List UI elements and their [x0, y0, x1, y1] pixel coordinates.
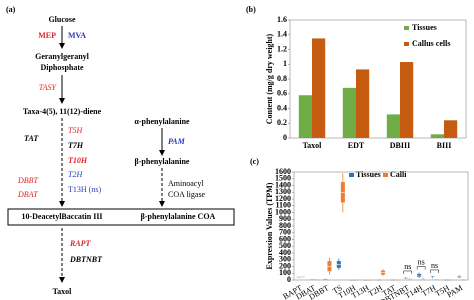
node: Taxol [53, 287, 73, 296]
enzyme: DBTNBT [69, 255, 103, 264]
annotation: ns [418, 257, 425, 266]
x-tick-label: Taxol [303, 141, 323, 150]
y-tick-label: 0 [283, 133, 287, 142]
y-tick-label: 1200 [275, 194, 291, 203]
significance-bracket [416, 266, 426, 270]
x-tick-label: PAM [445, 283, 464, 299]
y-tick-label: 1.6 [277, 15, 287, 24]
enzyme: MVA [68, 31, 86, 40]
y-tick-label: 1000 [275, 207, 291, 216]
enzyme: RAPT [69, 239, 92, 248]
y-axis-label: Expression Values (TPM) [265, 182, 274, 269]
y-tick-label: 1300 [275, 187, 291, 196]
enzyme: PAM [168, 137, 186, 146]
node: β-phenylalanine COA [141, 212, 216, 221]
panel-label: (c) [250, 157, 259, 166]
enzyme: DBAT [17, 190, 38, 199]
significance-bracket [430, 269, 439, 273]
legend-label: Callus cells [412, 39, 450, 48]
y-tick-label: 1100 [275, 201, 291, 210]
node: Diphosphate [40, 63, 84, 72]
x-tick-label: EDT [348, 141, 365, 150]
y-tick-label: 400 [279, 248, 291, 257]
y-tick-label: 0.4 [277, 103, 287, 112]
node: β-phenylalanine [135, 157, 190, 166]
y-tick-label: 300 [279, 255, 291, 264]
enzyme: T10H [68, 156, 88, 165]
panel-label: (b) [246, 5, 256, 14]
bar [444, 120, 458, 138]
legend-swatch [404, 26, 409, 30]
y-tick-label: 1400 [275, 180, 291, 189]
legend-swatch [404, 42, 409, 46]
node-box [7, 208, 235, 226]
node: 10-DeacetylBaccatin III [21, 212, 102, 221]
legend-swatch [383, 173, 388, 177]
enzyme: T2H [68, 170, 83, 179]
box [417, 273, 422, 277]
node: α-phenylalanine [134, 117, 190, 126]
enzyme: DBBT [17, 176, 39, 185]
bar [312, 38, 326, 138]
bar [342, 87, 356, 138]
enzyme: T5H [68, 126, 83, 135]
significance-bracket [403, 270, 413, 274]
annotation: ns [404, 262, 411, 271]
bar [430, 134, 444, 138]
enzyme: T13H (ns) [68, 185, 101, 194]
enzyme: TASY [39, 83, 58, 92]
x-tick-label: DBIII [390, 141, 410, 150]
y-tick-label: 0.2 [277, 118, 287, 127]
y-tick-label: 600 [279, 234, 291, 243]
enzyme: T7H [68, 141, 84, 150]
enzyme: MEP [38, 31, 56, 40]
bar [386, 114, 400, 138]
y-tick-label: 900 [279, 214, 291, 223]
enzyme: Aminoacyl [168, 179, 204, 188]
enzyme: TAT [24, 134, 39, 143]
enzyme: COA ligase [168, 190, 206, 199]
y-tick-label: 0 [287, 275, 291, 284]
box [327, 261, 332, 272]
node: Geranylgeranyl [35, 52, 90, 61]
y-tick-label: 1.2 [277, 44, 287, 53]
y-tick-label: 0.8 [277, 74, 287, 83]
bar [356, 69, 370, 138]
y-tick-label: 200 [279, 261, 291, 270]
annotation: ns [431, 261, 438, 270]
y-tick-label: 0.6 [277, 89, 287, 98]
legend-label: Calli [390, 170, 407, 179]
node: Glucose [48, 15, 76, 24]
y-tick-label: 1 [283, 59, 287, 68]
x-tick-label: TS [331, 283, 344, 295]
pathway-diagram: (a) Glucose MEP MVA Geranylgeranyl Dipho… [6, 5, 235, 296]
bar [298, 95, 312, 138]
y-tick-label: 800 [279, 221, 291, 230]
y-tick-label: 100 [279, 268, 291, 277]
y-axis-label: Content (mg/g dry weight) [265, 33, 274, 124]
y-tick-label: 700 [279, 228, 291, 237]
y-tick-label: 1600 [275, 167, 291, 176]
x-tick-label: BIII [437, 141, 452, 150]
bar [400, 62, 414, 138]
y-tick-label: 500 [279, 241, 291, 250]
panel-label: (a) [6, 5, 16, 14]
legend-label: Tissues [356, 170, 381, 179]
legend-label: Tissues [412, 23, 437, 32]
legend-swatch [349, 173, 354, 177]
y-tick-label: 1500 [275, 174, 291, 183]
y-tick-label: 1.4 [277, 30, 287, 39]
node: Taxa-4(5), 11(12)-diene [23, 107, 102, 116]
plot-frame [293, 171, 469, 281]
